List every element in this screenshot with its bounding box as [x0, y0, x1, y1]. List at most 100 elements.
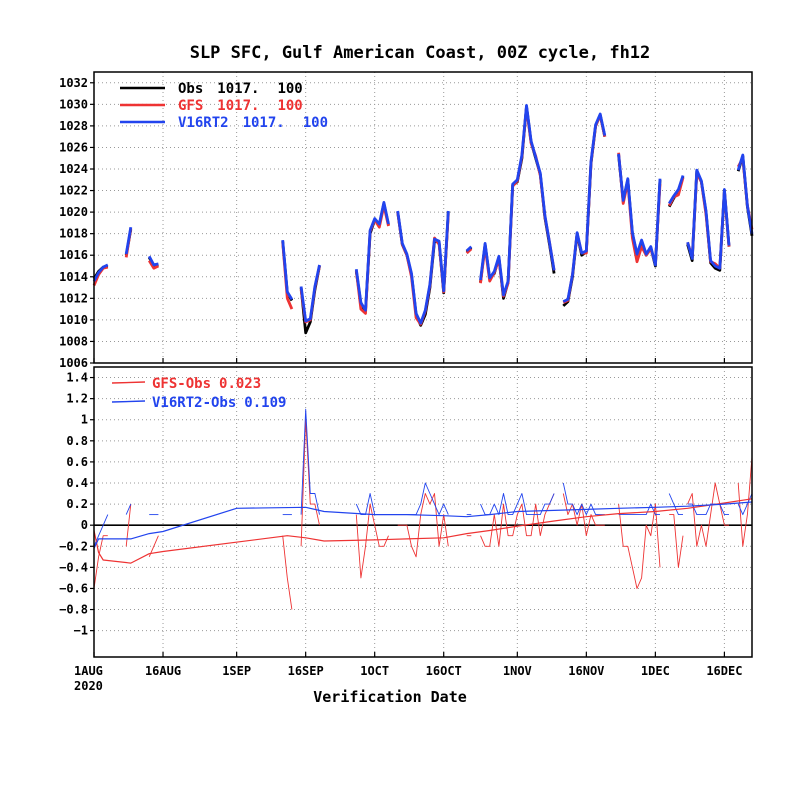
series-line: [618, 503, 661, 589]
x-tick-label: 16SEP: [288, 664, 324, 678]
grid: [93, 72, 752, 364]
y-tick-label: 1026: [59, 140, 88, 154]
y-tick-label: 1.2: [66, 392, 88, 406]
series-line: [354, 201, 390, 312]
y-tick-label: 1008: [59, 334, 88, 348]
series-line: [125, 503, 132, 515]
y-tick-label: −1: [74, 624, 88, 638]
y-tick-label: 1028: [59, 119, 88, 133]
series-line: [686, 168, 731, 270]
y-tick-label: 1.4: [66, 371, 88, 385]
series-line: [93, 498, 753, 564]
series-v16rt2-obs-mean: [93, 501, 753, 549]
series-line: [465, 245, 473, 252]
series-line: [618, 503, 660, 516]
x-tick-label: 16AUG: [145, 664, 181, 678]
legend-mean: 1017.: [243, 115, 285, 131]
legend-value: 0.109: [244, 395, 286, 411]
y-tick-label: 1016: [59, 248, 88, 262]
y-tick-label: 1018: [59, 227, 88, 241]
y-tick-label: 1006: [59, 356, 88, 370]
series-line: [687, 482, 729, 547]
series-gfs: [92, 106, 754, 326]
series-line: [147, 255, 159, 267]
series-line: [562, 112, 607, 303]
series-line: [148, 259, 160, 270]
y-tick-label: 1010: [59, 313, 88, 327]
x-tick-label: 16OCT: [426, 664, 462, 678]
slp-panel: 1006 1008 1010 1012 1014 1016 1018 1020 1022 1024…: [59, 71, 754, 370]
legend-mean: 1017.: [217, 98, 259, 114]
series-v16rt2: [92, 104, 754, 325]
series-line: [299, 264, 321, 323]
legend-value: 0.023: [219, 376, 261, 392]
legend: GFS-Obs 0.023 V16RT2-Obs 0.109: [111, 376, 286, 411]
legend-label: V16RT2: [178, 115, 229, 131]
legend-entry: GFS 1017. 100: [178, 98, 303, 114]
series-line: [562, 113, 607, 304]
y-tick-label: 1012: [59, 291, 88, 305]
legend-count: 100: [277, 98, 302, 114]
legend-label: Obs: [178, 81, 203, 97]
y-tick-label: 0.8: [66, 434, 88, 448]
series-line: [355, 493, 389, 516]
series-line: [562, 113, 607, 307]
y-tick-label: 1: [81, 413, 88, 427]
y-tick-label: 1030: [59, 97, 88, 111]
series-line: [479, 104, 556, 297]
x-tick-label: 1NOV: [503, 664, 532, 678]
series-line: [282, 535, 293, 610]
series-line: [737, 456, 753, 547]
series-obs: [92, 105, 754, 335]
x-tick-label: 1DEC: [641, 664, 670, 678]
legend-label: GFS-Obs: [152, 376, 211, 392]
x-tick-label: 16NOV: [568, 664, 604, 678]
series-line: [124, 226, 133, 255]
legend-entry: Obs 1017. 100: [178, 81, 303, 97]
series-line: [92, 263, 109, 282]
y-tick-label: −0.6: [59, 581, 88, 595]
y-tick-label: 1032: [59, 76, 88, 90]
y-tick-label: 1014: [59, 270, 88, 284]
x-tick-label: 1OCT: [360, 664, 389, 678]
series-line: [736, 153, 754, 234]
chart-title: SLP SFC, Gulf American Coast, 00Z cycle,…: [190, 43, 651, 63]
legend-count: 100: [277, 81, 302, 97]
y-tick-label: 0.4: [66, 476, 88, 490]
series-line: [281, 239, 294, 301]
series-gfs-obs-mean: [93, 498, 753, 564]
series-line: [669, 514, 684, 568]
y-tick-label: 1022: [59, 184, 88, 198]
y-tick-label: 1020: [59, 205, 88, 219]
legend-count: 100: [303, 115, 328, 131]
series-line: [687, 503, 729, 516]
x-tick-sublabel: 2020: [74, 679, 103, 693]
legend-label: V16RT2-Obs: [152, 395, 236, 411]
legend-swatch: [111, 381, 146, 384]
series-line: [300, 408, 320, 515]
legend-entry: GFS-Obs 0.023: [152, 376, 261, 392]
x-tick-label: 1SEP: [222, 664, 251, 678]
y-tick-label: −0.8: [59, 603, 88, 617]
legend-mean: 1017.: [217, 81, 259, 97]
series-line: [617, 153, 662, 267]
series-line: [668, 493, 683, 516]
series-line: [300, 419, 320, 547]
y-tick-label: 0.2: [66, 497, 88, 511]
y-tick-label: 1024: [59, 162, 88, 176]
y-tick-label: −0.4: [59, 560, 88, 574]
legend-swatch: [111, 400, 146, 403]
bias-panel: −1 −0.8 −0.6 −0.4 −0.2 0 0.2 0.4 0.6 0.8 1 1.2 1.4 GF…: [59, 366, 753, 658]
series-line: [480, 493, 555, 547]
series-line: [397, 482, 449, 516]
plot-frame: [93, 366, 753, 658]
series-line: [397, 493, 449, 558]
series-line: [396, 210, 450, 325]
series-line: [93, 501, 753, 549]
x-tick-label: 1AUG: [74, 664, 103, 678]
y-tick-label: −0.2: [59, 539, 88, 553]
x-axis-label: Verification Date: [313, 688, 467, 706]
